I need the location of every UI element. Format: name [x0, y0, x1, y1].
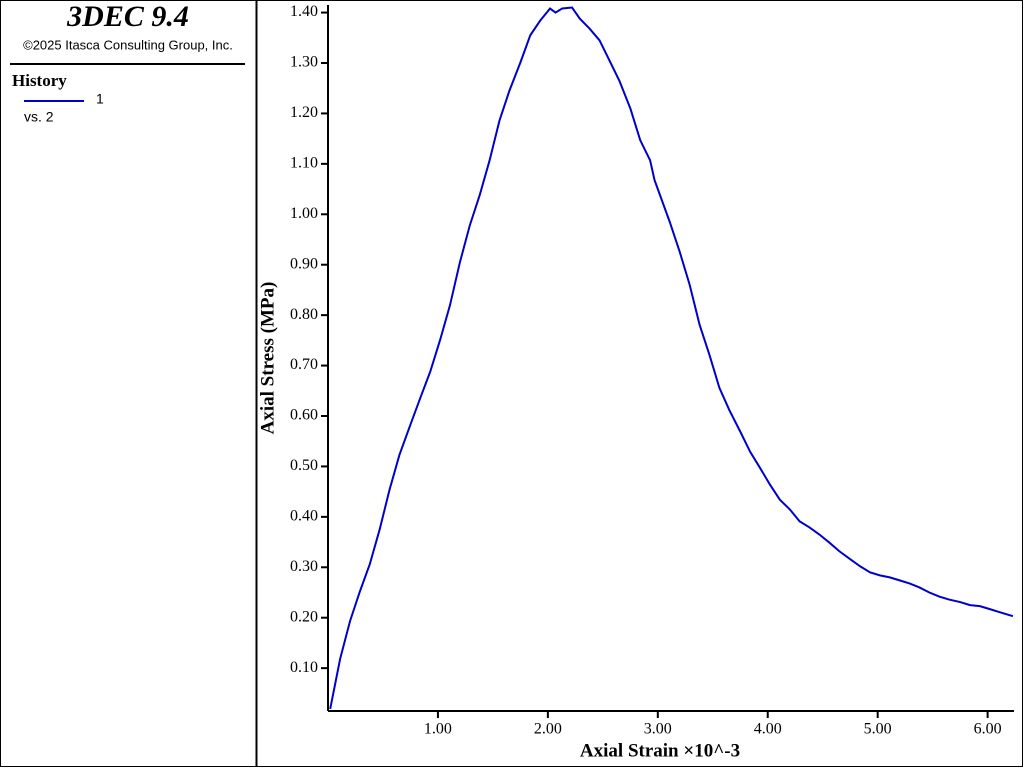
x-tick-label: 5.00: [864, 721, 892, 738]
y-tick-label: 1.10: [290, 155, 318, 172]
y-tick-label: 1.20: [290, 104, 318, 121]
copyright: ©2025 Itasca Consulting Group, Inc.: [23, 37, 233, 52]
y-tick-label: 0.80: [290, 306, 318, 323]
legend-title: History: [12, 71, 67, 90]
y-tick-label: 0.10: [290, 659, 318, 676]
x-tick-label: 6.00: [974, 721, 1002, 738]
y-tick-label: 0.70: [290, 356, 318, 373]
y-tick-label: 0.60: [290, 407, 318, 424]
x-tick-label: 3.00: [644, 721, 672, 738]
x-axis-label: Axial Strain ×10^-3: [580, 740, 740, 761]
y-axis-label: Axial Stress (MPa): [257, 282, 278, 435]
x-tick-label: 2.00: [534, 721, 562, 738]
y-tick-label: 0.90: [290, 255, 318, 272]
legend-note: vs. 2: [24, 109, 54, 125]
x-tick-label: 1.00: [424, 721, 452, 738]
data-line: [329, 6, 1014, 710]
y-tick-label: 0.50: [290, 457, 318, 474]
y-tick-label: 1.30: [290, 54, 318, 71]
y-tick-label: 1.40: [290, 3, 318, 20]
y-tick-label: 1.00: [290, 205, 318, 222]
app-title: 3DEC 9.4: [66, 0, 189, 33]
y-tick-label: 0.40: [290, 508, 318, 525]
x-tick-label: 4.00: [754, 721, 782, 738]
y-tick-label: 0.30: [290, 558, 318, 575]
legend-label: 1: [96, 91, 104, 107]
y-tick-label: 0.20: [290, 608, 318, 625]
